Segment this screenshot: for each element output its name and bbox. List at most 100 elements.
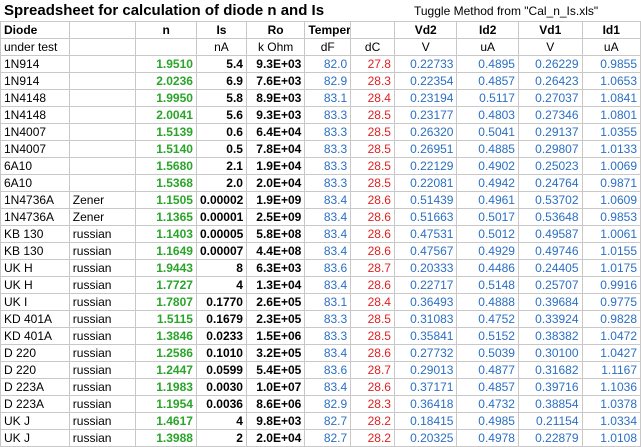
cell-temp-dc[interactable]: 28.5 (350, 327, 395, 345)
cell-note[interactable]: russian (68, 242, 137, 260)
cell-temp-df[interactable]: 82.0 (304, 55, 352, 73)
header-cell-vd1[interactable]: V (517, 38, 583, 56)
cell-temp-df[interactable]: 82.9 (304, 395, 352, 413)
cell-id1[interactable]: 1.0609 (581, 191, 641, 209)
cell-temp-df[interactable]: 83.4 (304, 378, 352, 396)
cell-id1[interactable]: 1.0378 (581, 395, 641, 413)
header-cell-id1[interactable]: Id1 (581, 21, 641, 39)
cell-temp-dc[interactable]: 28.5 (350, 140, 395, 158)
cell-note[interactable]: russian (68, 361, 137, 379)
cell-id1[interactable]: 1.1167 (581, 361, 641, 379)
cell-note[interactable]: russian (68, 225, 137, 243)
cell-note[interactable]: russian (68, 276, 137, 294)
cell-id2[interactable]: 0.4885 (456, 140, 519, 158)
cell-ro[interactable]: 7.6E+03 (245, 72, 306, 90)
cell-diode[interactable]: UK I (0, 293, 70, 311)
cell-n[interactable]: 1.5115 (135, 310, 197, 328)
cell-temp-df[interactable]: 83.3 (304, 106, 352, 124)
cell-vd1[interactable]: 0.25023 (517, 157, 583, 175)
cell-vd2[interactable]: 0.37171 (393, 378, 458, 396)
cell-diode[interactable]: 6A10 (0, 157, 70, 175)
cell-vd1[interactable]: 0.33924 (517, 310, 583, 328)
cell-n[interactable]: 1.5368 (135, 174, 197, 192)
cell-id1[interactable]: 0.9871 (581, 174, 641, 192)
cell-ro[interactable]: 8.6E+06 (245, 395, 306, 413)
cell-ro[interactable]: 1.9E+04 (245, 157, 306, 175)
cell-is[interactable]: 0.1010 (195, 344, 247, 362)
header-cell-temp-df[interactable]: Temperature (304, 21, 352, 39)
cell-vd2[interactable]: 0.31083 (393, 310, 458, 328)
cell-note[interactable]: russian (68, 259, 137, 277)
cell-temp-df[interactable]: 83.4 (304, 225, 352, 243)
header-cell-ro[interactable]: Ro (245, 21, 306, 39)
cell-is[interactable]: 6.9 (195, 72, 247, 90)
cell-id2[interactable]: 0.4486 (456, 259, 519, 277)
cell-id1[interactable]: 1.0355 (581, 123, 641, 141)
cell-vd1[interactable]: 0.49746 (517, 242, 583, 260)
cell-note[interactable]: russian (68, 310, 137, 328)
header-cell-vd2[interactable]: V (393, 38, 458, 56)
cell-vd2[interactable]: 0.36418 (393, 395, 458, 413)
header-cell-note[interactable] (68, 21, 137, 39)
cell-id2[interactable]: 0.4888 (456, 293, 519, 311)
cell-vd2[interactable]: 0.22129 (393, 157, 458, 175)
cell-vd2[interactable]: 0.29013 (393, 361, 458, 379)
cell-temp-dc[interactable]: 28.6 (350, 378, 395, 396)
cell-n[interactable]: 1.9510 (135, 55, 197, 73)
cell-id2[interactable]: 0.4961 (456, 191, 519, 209)
cell-temp-dc[interactable]: 28.5 (350, 123, 395, 141)
cell-vd2[interactable]: 0.51663 (393, 208, 458, 226)
cell-note[interactable]: Zener (68, 191, 137, 209)
cell-is[interactable]: 0.0233 (195, 327, 247, 345)
cell-id1[interactable]: 0.9855 (581, 55, 641, 73)
cell-vd2[interactable]: 0.47567 (393, 242, 458, 260)
cell-n[interactable]: 1.5140 (135, 140, 197, 158)
cell-diode[interactable]: D 223A (0, 378, 70, 396)
cell-temp-dc[interactable]: 27.8 (350, 55, 395, 73)
cell-diode[interactable]: 1N4148 (0, 106, 70, 124)
header-cell-temp-dc[interactable] (350, 21, 395, 39)
cell-note[interactable]: Zener (68, 208, 137, 226)
header-cell-vd1[interactable]: Vd1 (517, 21, 583, 39)
cell-diode[interactable]: 1N914 (0, 72, 70, 90)
cell-vd1[interactable]: 0.38854 (517, 395, 583, 413)
cell-diode[interactable]: UK H (0, 276, 70, 294)
cell-vd1[interactable]: 0.38382 (517, 327, 583, 345)
cell-id2[interactable]: 0.4902 (456, 157, 519, 175)
cell-ro[interactable]: 2.0E+04 (245, 174, 306, 192)
header-cell-is[interactable]: Is (195, 21, 247, 39)
cell-ro[interactable]: 2.0E+04 (245, 429, 306, 447)
cell-is[interactable]: 0.00007 (195, 242, 247, 260)
cell-id2[interactable]: 0.5017 (456, 208, 519, 226)
cell-vd1[interactable]: 0.24764 (517, 174, 583, 192)
cell-temp-df[interactable]: 83.4 (304, 242, 352, 260)
cell-vd1[interactable]: 0.29807 (517, 140, 583, 158)
cell-is[interactable]: 4 (195, 412, 247, 430)
cell-vd1[interactable]: 0.53702 (517, 191, 583, 209)
header-cell-diode[interactable]: Diode (0, 21, 70, 39)
cell-is[interactable]: 2 (195, 429, 247, 447)
cell-vd2[interactable]: 0.22081 (393, 174, 458, 192)
cell-temp-dc[interactable]: 28.4 (350, 293, 395, 311)
cell-temp-dc[interactable]: 28.6 (350, 225, 395, 243)
cell-vd2[interactable]: 0.22354 (393, 72, 458, 90)
cell-ro[interactable]: 7.8E+04 (245, 140, 306, 158)
cell-note[interactable] (68, 89, 137, 107)
cell-note[interactable]: russian (68, 293, 137, 311)
cell-diode[interactable]: D 220 (0, 361, 70, 379)
cell-vd1[interactable]: 0.27346 (517, 106, 583, 124)
cell-temp-df[interactable]: 83.3 (304, 157, 352, 175)
cell-id2[interactable]: 0.4929 (456, 242, 519, 260)
cell-vd1[interactable]: 0.30100 (517, 344, 583, 362)
cell-id2[interactable]: 0.4803 (456, 106, 519, 124)
cell-vd2[interactable]: 0.51439 (393, 191, 458, 209)
cell-n[interactable]: 1.5139 (135, 123, 197, 141)
cell-ro[interactable]: 2.5E+09 (245, 208, 306, 226)
cell-temp-dc[interactable]: 28.2 (350, 412, 395, 430)
cell-note[interactable] (68, 140, 137, 158)
cell-n[interactable]: 1.3988 (135, 429, 197, 447)
cell-vd2[interactable]: 0.22733 (393, 55, 458, 73)
cell-id1[interactable]: 0.9853 (581, 208, 641, 226)
cell-vd2[interactable]: 0.18415 (393, 412, 458, 430)
cell-ro[interactable]: 9.8E+03 (245, 412, 306, 430)
